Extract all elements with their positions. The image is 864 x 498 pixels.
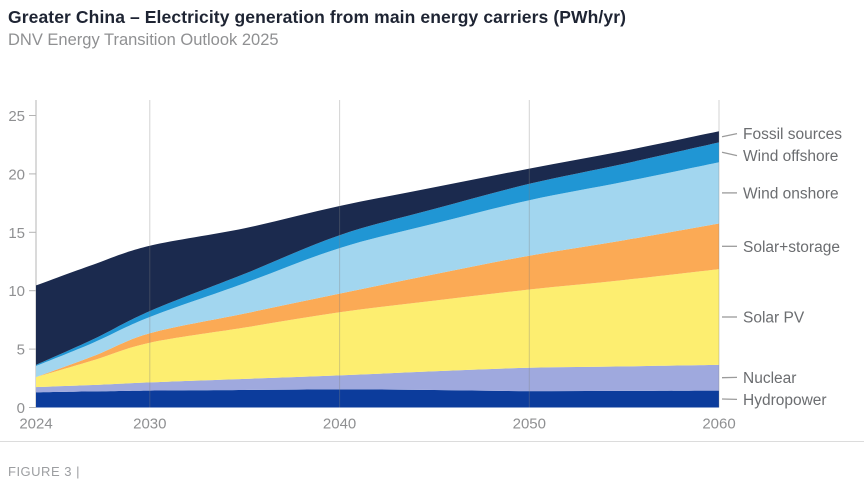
- y-axis-label: 20: [8, 166, 25, 183]
- legend-label-fossil-sources: Fossil sources: [743, 126, 842, 143]
- y-axis-label: 15: [8, 225, 25, 242]
- y-axis-label: 25: [8, 108, 25, 125]
- legend-label-solar-storage: Solar+storage: [743, 239, 840, 256]
- chart-subtitle: DNV Energy Transition Outlook 2025: [8, 31, 279, 49]
- area-band-solar-pv: [36, 269, 719, 388]
- x-axis-label: 2060: [702, 416, 735, 433]
- area-band-nuclear: [36, 364, 719, 393]
- legend-label-nuclear: Nuclear: [743, 370, 796, 387]
- area-band-fossil-sources: [36, 131, 719, 365]
- x-axis-label: 2030: [133, 416, 166, 433]
- legend-label-wind-offshore: Wind offshore: [743, 148, 838, 165]
- x-axis-label: 2040: [323, 416, 356, 433]
- area-band-wind-offshore: [36, 142, 719, 366]
- legend-label-wind-onshore: Wind onshore: [743, 185, 839, 202]
- footer-divider: [0, 441, 864, 442]
- area-band-hydropower: [36, 389, 719, 408]
- legend-connector-fossil-sources: [721, 132, 738, 138]
- area-band-solar-storage: [36, 223, 719, 378]
- y-axis-label: 10: [8, 283, 25, 300]
- y-axis-label: 5: [17, 342, 25, 359]
- legend-label-hydropower: Hydropower: [743, 392, 827, 409]
- chart-title: Greater China – Electricity generation f…: [8, 7, 627, 27]
- legend-label-solar-pv: Solar PV: [743, 310, 805, 327]
- x-axis-label: 2024: [19, 416, 52, 433]
- x-axis-label: 2050: [513, 416, 546, 433]
- y-axis-label: 0: [17, 400, 25, 417]
- figure-label: FIGURE 3 |: [8, 464, 80, 479]
- area-band-wind-onshore: [36, 162, 719, 378]
- legend-connector-wind-offshore: [721, 151, 738, 157]
